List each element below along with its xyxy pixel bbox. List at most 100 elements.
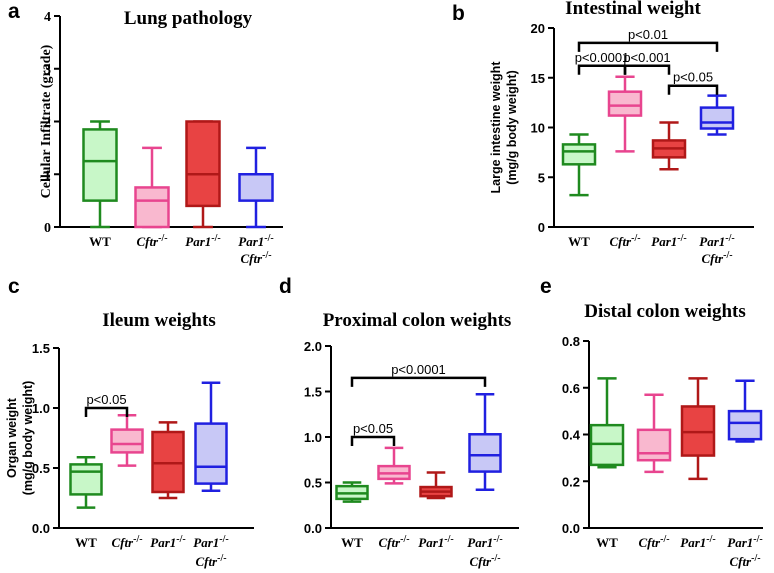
panel-letter: a [8, 0, 20, 23]
box-iqr [607, 90, 643, 117]
y-tick-label: 0.2 [562, 474, 580, 489]
y-tick-label: 10 [531, 121, 545, 136]
p-value-label: p<0.001 [623, 50, 670, 65]
panel-letter: b [452, 2, 465, 25]
y-tick-label: 2 [44, 116, 51, 131]
box-iqr [699, 106, 735, 130]
box-par1cftr [727, 379, 763, 443]
panel-letter: d [279, 275, 292, 298]
y-tick-label: 2.0 [304, 339, 322, 354]
box-par1 [419, 471, 453, 500]
p-value-label: p<0.0001 [391, 362, 446, 377]
box-iqr [185, 120, 221, 208]
y-tick-label: 0.0 [562, 521, 580, 536]
intestinal-xtick-par1cftr: Par1-/- [699, 233, 734, 249]
y-tick-label: 1.5 [32, 341, 50, 356]
y-tick-label: 1.0 [304, 430, 322, 445]
y-tick-label: 4 [44, 10, 51, 25]
box-iqr [110, 428, 144, 454]
box-par1cftr [699, 94, 735, 136]
box-par1cftr [238, 146, 274, 229]
ileum-xtick-par1cftr-line2: Cftr-/- [195, 553, 226, 569]
panel-letter: e [540, 275, 552, 298]
bracket-line [350, 435, 396, 446]
box-wt [335, 481, 369, 503]
box-iqr [636, 428, 672, 462]
box-par1 [185, 120, 221, 229]
y-tick-label: 1.5 [304, 385, 322, 400]
significance-bracket: p<0.05 [350, 421, 396, 446]
chart-title: Proximal colon weights [323, 310, 512, 331]
distal-xtick-par1cftr-line2: Cftr-/- [729, 553, 760, 569]
box-iqr [468, 433, 502, 473]
box-wt [82, 120, 118, 229]
y-tick-label: 0.0 [304, 521, 322, 536]
significance-bracket: p<0.05 [84, 392, 129, 417]
chart-title: Ileum weights [102, 310, 215, 331]
y-tick-label: 0.5 [32, 461, 50, 476]
chart-title: Distal colon weights [584, 301, 746, 322]
chart-title: Lung pathology [124, 8, 253, 29]
y-tick-label: 20 [531, 21, 545, 36]
p-value-label: p<0.0001 [575, 50, 630, 65]
distal-xtick-wt: WT [596, 535, 618, 550]
intestinal-xtick-par1: Par1-/- [651, 233, 686, 249]
intestinal-xtick-par1cftr-line2: Cftr-/- [701, 250, 732, 266]
box-cftr [636, 393, 672, 474]
intestinal-xtick-cftr: Cftr-/- [609, 233, 640, 249]
panel-ileum: c Ileum weights 0.0 0.5 1.0 1.5 Organ weight (m… [5, 275, 254, 569]
intestinal-xtick-wt: WT [568, 234, 590, 249]
significance-bracket: p<0.01 [577, 27, 719, 52]
y-axis-label: Cellular Infiltrate (grade) [39, 44, 54, 198]
proximal-xtick-par1cftr-line2: Cftr-/- [469, 553, 500, 569]
y-tick-label: 0.4 [562, 428, 581, 443]
proximal-xtick-wt: WT [341, 535, 363, 550]
y-tick-label: 0 [538, 220, 545, 235]
y-tick-label: 5 [538, 170, 545, 185]
y-tick-label: 0.5 [304, 476, 322, 491]
box-par1 [151, 421, 185, 500]
y-tick-label: 0.6 [562, 381, 580, 396]
significance-bracket: p<0.001 [623, 50, 671, 75]
y-tick-label: 0.0 [32, 521, 50, 536]
proximal-xtick-cftr: Cftr-/- [378, 534, 409, 550]
box-cftr [134, 146, 170, 229]
lung-xtick-cftr: Cftr-/- [136, 233, 167, 249]
lung-xtick-par1cftr: Par1-/- [238, 233, 273, 249]
bracket-line [577, 64, 627, 75]
panel-intestinal: b Intestinal weight 0 5 10 15 20 Large intestin… [452, 0, 754, 266]
panel-letter: c [8, 275, 20, 298]
box-iqr [238, 173, 274, 202]
box-iqr [82, 128, 118, 202]
bracket-line [350, 376, 487, 387]
panel-proximal: d Proximal colon weights 0.0 0.5 1.0 1.5 2.0 WT… [279, 275, 519, 569]
lung-xtick-par1: Par1-/- [185, 233, 220, 249]
y-tick-label: 1.0 [32, 401, 50, 416]
y-tick-label: 0.8 [562, 334, 580, 349]
y-tick-label: 1 [44, 168, 51, 183]
p-value-label: p<0.05 [86, 392, 126, 407]
ileum-xtick-cftr: Cftr-/- [111, 534, 142, 550]
box-iqr [134, 186, 170, 229]
y-axis-label: Large intestine weight [489, 61, 503, 194]
box-cftr [110, 413, 144, 467]
ileum-xtick-wt: WT [75, 535, 97, 550]
ileum-xtick-par1cftr: Par1-/- [193, 534, 228, 550]
y-tick-label: 0 [44, 221, 51, 236]
ileum-xtick-par1: Par1-/- [150, 534, 185, 550]
lung-xtick-wt: WT [89, 234, 111, 249]
box-wt [561, 133, 597, 197]
distal-xtick-par1cftr: Par1-/- [727, 534, 762, 550]
box-iqr [194, 422, 228, 485]
box-cftr [607, 75, 643, 153]
proximal-xtick-par1: Par1-/- [418, 534, 453, 550]
bracket-line [623, 64, 671, 75]
box-par1cftr [468, 392, 502, 492]
p-value-label: p<0.05 [673, 70, 713, 85]
lung-xtick-par1cftr-line2: Cftr-/- [240, 250, 271, 266]
box-par1cftr [194, 381, 228, 493]
box-wt [69, 455, 103, 509]
significance-bracket: p<0.0001 [575, 50, 630, 75]
distal-xtick-par1: Par1-/- [680, 534, 715, 550]
